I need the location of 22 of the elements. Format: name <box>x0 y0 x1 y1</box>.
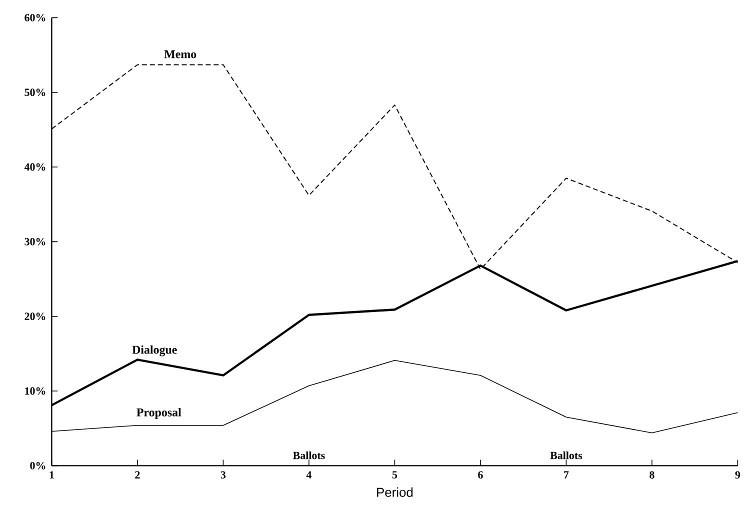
y-tick-label: 30% <box>24 238 46 246</box>
x-tick-label: 9 <box>735 471 740 479</box>
x-tick-label: 2 <box>135 471 140 478</box>
series-label: Proposal <box>136 408 182 419</box>
y-tick-label: 0% <box>30 462 46 470</box>
x-axis-title: Period <box>377 487 413 497</box>
x-tick-label: 6 <box>478 471 483 479</box>
series-label: Memo <box>164 50 196 58</box>
series-label: Dialogue <box>132 345 177 356</box>
y-tick-label: 10% <box>25 387 46 395</box>
y-tick-label: 40% <box>24 163 46 171</box>
annotation: Ballots <box>293 451 325 460</box>
y-tick-label: 20% <box>24 312 46 320</box>
y-tick-label: 50% <box>24 88 46 96</box>
annotation: Ballots <box>550 451 582 460</box>
x-tick-label: 1 <box>50 471 54 478</box>
x-tick-label: 3 <box>220 471 226 479</box>
x-tick-label: 4 <box>306 471 312 478</box>
x-tick-label: 8 <box>650 471 654 479</box>
x-tick-label: 5 <box>392 471 398 478</box>
x-tick-label: 7 <box>564 471 569 478</box>
y-tick-label: 60% <box>24 14 46 22</box>
